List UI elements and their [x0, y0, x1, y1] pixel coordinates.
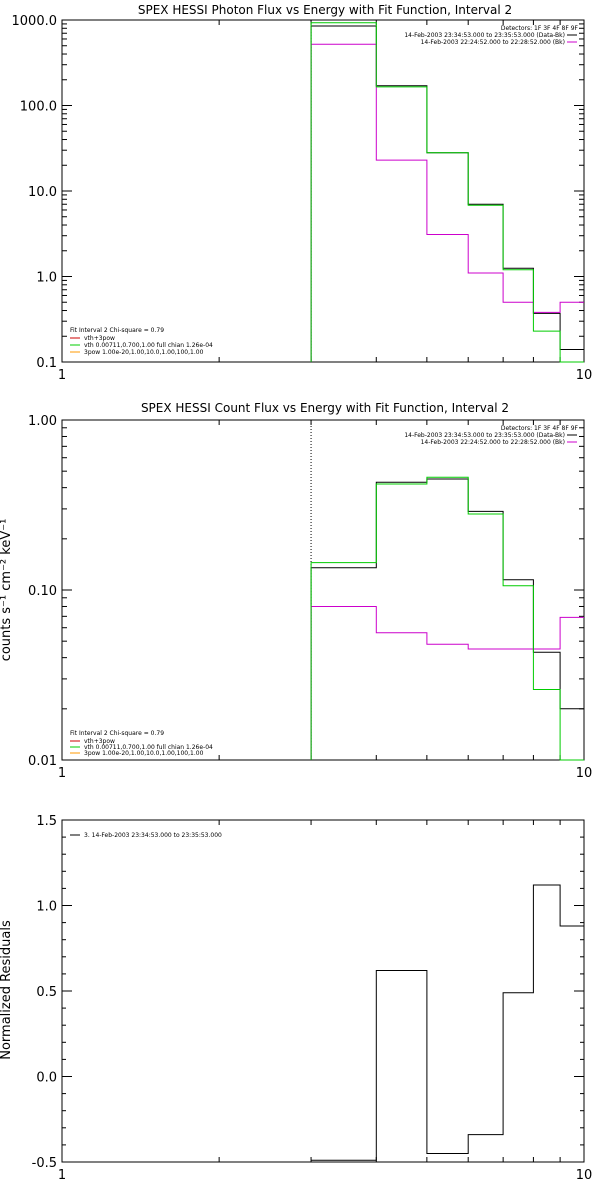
plot-frame — [61, 419, 585, 761]
legend-top-right: Detectors: 1F 3F 4F 8F 9F 14-Feb-2003 23… — [404, 25, 578, 46]
legend-vth3pow: vth+3pow — [84, 335, 115, 342]
y-tick-label: 10.0 — [28, 185, 57, 200]
y-tick-label: 1.00 — [28, 414, 57, 429]
y-axis-label: counts s⁻¹ cm⁻² keV⁻¹ — [0, 519, 14, 662]
y-tick-label: 0.10 — [28, 584, 57, 599]
y-tick-label: 1000.0 — [12, 14, 58, 29]
legend-data-bk: 14-Feb-2003 23:34:53.000 to 23:35:53.000… — [404, 432, 565, 439]
photon-flux-chart: SPEX HESSI Photon Flux vs Energy with Fi… — [12, 3, 593, 383]
legend-top-right: Detectors: 1F 3F 4F 8F 9F 14-Feb-2003 23… — [404, 425, 578, 446]
y-tick-label: 1.0 — [36, 900, 57, 915]
series-bk — [310, 43, 584, 362]
y-tick-label: 1.0 — [36, 271, 57, 286]
legend-data-bk: 14-Feb-2003 23:34:53.000 to 23:35:53.000… — [404, 32, 565, 39]
y-tick-label: 0.0 — [36, 1071, 57, 1086]
plot-frame — [61, 19, 585, 363]
legend-3pow: 3pow 1.00e-20,1.00,10.0,1.00,100,1.00 — [84, 349, 204, 356]
count-flux-chart: SPEX HESSI Count Flux vs Energy with Fit… — [0, 401, 592, 781]
legend-residual: 3. 14-Feb-2003 23:34:53.000 to 23:35:53.… — [84, 832, 222, 839]
series-bk — [310, 606, 584, 760]
series-vth+3pow — [310, 22, 584, 363]
legend-vth: vth 0.00711,0.700,1.00 full chian 1.26e-… — [84, 744, 213, 751]
series-vth+3pow — [310, 476, 584, 761]
x-tick-label: 1 — [58, 368, 66, 383]
series-residuals — [311, 884, 584, 1161]
legend-detectors: Detectors: 1F 3F 4F 8F 9F — [501, 25, 579, 32]
y-axis-label: Normalized Residuals — [0, 920, 14, 1060]
x-tick-label: 1 — [58, 766, 66, 781]
y-tick-label: 1.5 — [36, 814, 57, 829]
legend-bk: 14-Feb-2003 22:24:52.000 to 22:28:52.000… — [421, 39, 565, 46]
residuals-chart: Normalized Residuals -0.5 0.0 0.5 1.0 1.5 1 10… — [0, 814, 592, 1183]
x-tick-label: 10 — [576, 368, 593, 383]
y-tick-label: 100.0 — [20, 100, 57, 115]
y-tick-label: -0.5 — [32, 1156, 57, 1171]
legend-detectors: Detectors: 1F 3F 4F 8F 9F — [501, 425, 579, 432]
legend: 3. 14-Feb-2003 23:34:53.000 to 23:35:53.… — [70, 832, 222, 839]
legend-bottom-left: Fit Interval 2 Chi-square = 0.79 vth+3po… — [70, 730, 213, 757]
series-data-bk — [310, 25, 584, 362]
y-tick-label: 0.01 — [28, 754, 57, 769]
chart-title: SPEX HESSI Count Flux vs Energy with Fit… — [141, 401, 509, 415]
legend-vth3pow: vth+3pow — [84, 738, 115, 745]
chart-title: SPEX HESSI Photon Flux vs Energy with Fi… — [138, 3, 512, 17]
legend-fit-interval: Fit Interval 2 Chi-square = 0.79 — [70, 327, 164, 334]
x-tick-label: 10 — [576, 1168, 593, 1183]
legend-fit-interval: Fit Interval 2 Chi-square = 0.79 — [70, 730, 164, 737]
x-tick-label: 10 — [576, 766, 593, 781]
legend-3pow: 3pow 1.00e-20,1.00,10.0,1.00,100,1.00 — [84, 750, 204, 757]
x-tick-label: 1 — [58, 1168, 66, 1183]
plot-frame — [61, 819, 585, 1163]
legend-bk: 14-Feb-2003 22:24:52.000 to 22:28:52.000… — [421, 439, 565, 446]
legend-vth: vth 0.00711,0.700,1.00 full chian 1.26e-… — [84, 342, 213, 349]
y-tick-label: 0.5 — [36, 985, 57, 1000]
series-data-bk — [310, 478, 584, 760]
legend-bottom-left: Fit Interval 2 Chi-square = 0.79 vth+3po… — [70, 327, 213, 356]
y-tick-label: 0.1 — [36, 356, 57, 371]
